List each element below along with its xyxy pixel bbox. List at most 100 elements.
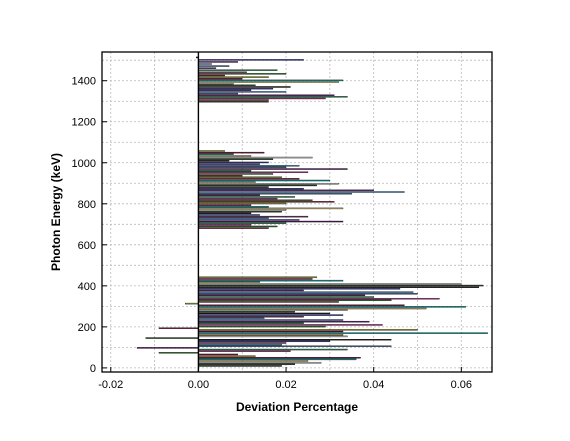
deviation-bar <box>198 365 282 367</box>
deviation-bar <box>198 165 300 167</box>
deviation-bar <box>198 360 309 362</box>
y-tick-label: 600 <box>78 240 96 252</box>
deviation-bar <box>198 316 304 318</box>
deviation-bar <box>198 189 374 192</box>
deviation-bar <box>198 166 287 169</box>
plot-frame <box>101 51 493 373</box>
y-tick-label: 400 <box>78 281 96 293</box>
deviation-bar <box>198 325 326 328</box>
deviation-bar <box>198 73 287 75</box>
x-tick-label: -0.02 <box>98 379 123 391</box>
deviation-bar <box>198 158 274 160</box>
deviation-bar <box>198 89 252 91</box>
deviation-bar <box>198 330 344 333</box>
deviation-bar <box>198 173 274 175</box>
deviation-bar <box>198 101 269 103</box>
deviation-bar <box>198 209 287 211</box>
deviation-bar <box>198 76 269 78</box>
deviation-bar <box>198 348 348 351</box>
deviation-bar <box>198 201 335 203</box>
deviation-bar <box>198 99 269 101</box>
deviation-bar <box>198 288 401 290</box>
deviation-bar <box>198 67 217 69</box>
deviation-bar <box>198 222 287 224</box>
deviation-bar <box>198 286 480 288</box>
deviation-bar <box>198 358 357 361</box>
deviation-bar <box>145 337 199 339</box>
deviation-bar <box>198 276 317 279</box>
x-tick-label: 0.02 <box>275 379 296 391</box>
deviation-bar <box>198 71 247 73</box>
deviation-bar <box>198 168 348 170</box>
deviation-bar <box>198 206 269 208</box>
deviation-bar <box>198 171 309 174</box>
deviation-bar <box>198 79 344 82</box>
deviation-bar <box>198 59 304 61</box>
deviation-bar <box>198 283 462 285</box>
deviation-bar <box>198 225 278 228</box>
deviation-bar <box>198 83 234 85</box>
y-axis-title: Photon Energy (keV) <box>49 153 63 271</box>
deviation-bar <box>198 353 239 356</box>
deviation-bar <box>198 329 418 331</box>
deviation-bar <box>198 335 348 338</box>
deviation-bar <box>198 220 344 223</box>
deviation-bar <box>198 214 260 216</box>
deviation-bar <box>198 278 313 280</box>
y-tick-label: 200 <box>78 322 96 334</box>
x-axis-title: Deviation Percentage <box>236 400 358 414</box>
deviation-bar <box>198 324 383 326</box>
deviation-bar <box>198 86 291 88</box>
deviation-bar <box>198 296 374 298</box>
deviation-bar <box>198 355 256 357</box>
deviation-bar <box>198 312 331 315</box>
deviation-bar <box>198 301 339 303</box>
deviation-bar <box>198 191 405 193</box>
deviation-bar <box>198 186 269 188</box>
deviation-bar <box>198 342 287 344</box>
deviation-bar <box>198 211 282 213</box>
deviation-bar <box>198 317 265 320</box>
deviation-bar <box>198 65 230 67</box>
deviation-bar <box>198 181 256 183</box>
x-tick-label: 0.00 <box>188 379 209 391</box>
deviation-bar <box>198 97 326 100</box>
x-tick-label: 0.04 <box>363 379 384 391</box>
y-tick-label: 800 <box>78 199 96 211</box>
deviation-bar <box>198 361 322 364</box>
deviation-bar <box>198 297 440 300</box>
deviation-bar <box>198 319 344 321</box>
deviation-bar <box>198 188 304 190</box>
deviation-bar <box>198 279 344 282</box>
deviation-bar <box>198 87 274 90</box>
y-tick-label: 1200 <box>72 117 96 129</box>
deviation-bar <box>198 306 466 308</box>
deviation-bar <box>198 350 291 352</box>
deviation-bar <box>198 289 304 292</box>
deviation-bar <box>198 345 392 347</box>
deviation-bar <box>198 212 252 215</box>
deviation-bar <box>198 92 239 95</box>
deviation-bar <box>198 61 239 63</box>
deviation-bar <box>198 199 313 201</box>
deviation-bar <box>198 155 252 157</box>
deviation-bar <box>198 174 243 177</box>
y-tick-label: 1400 <box>72 76 96 88</box>
deviation-bar <box>198 207 344 210</box>
deviation-bar <box>198 78 243 80</box>
deviation-bar <box>198 176 282 178</box>
deviation-bar <box>198 281 260 283</box>
deviation-bar <box>198 74 225 77</box>
deviation-bar <box>198 156 313 159</box>
deviation-bar <box>198 343 282 346</box>
deviation-bar <box>198 334 344 336</box>
deviation-bar <box>158 352 199 354</box>
deviation-bar <box>198 357 361 359</box>
deviation-bar <box>198 150 225 152</box>
deviation-bar <box>198 197 278 200</box>
deviation-bar <box>198 192 352 195</box>
deviation-bar <box>198 63 212 65</box>
gridlines <box>102 52 492 372</box>
deviation-bar <box>136 347 199 349</box>
deviation-bar <box>198 332 488 334</box>
